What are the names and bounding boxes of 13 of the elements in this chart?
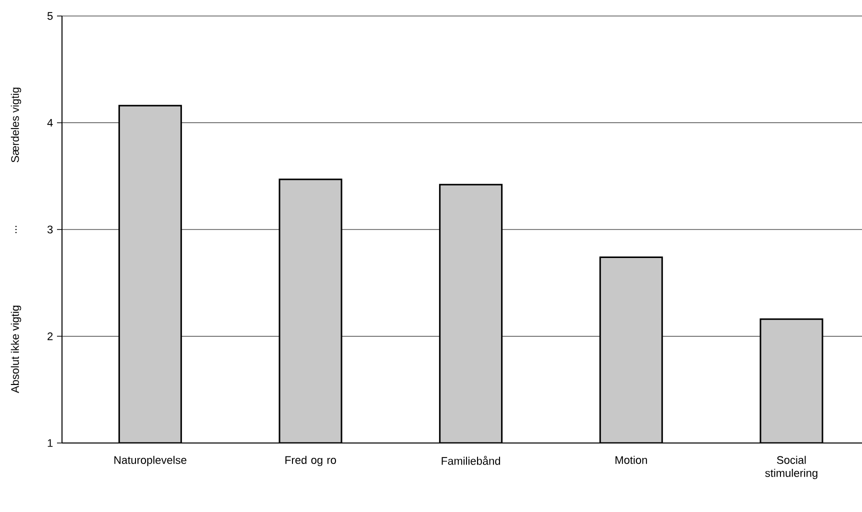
x-tick-label: Social stimulering [765, 456, 818, 480]
y-tick-label: 5 [47, 12, 53, 20]
y-tick-label: 4 [47, 118, 53, 127]
x-tick-label: Naturoplevelse [114, 456, 186, 466]
y-tick-label: 1 [48, 439, 53, 447]
y-tick-label: 2 [48, 332, 53, 340]
y-tick-label: 3 [47, 226, 53, 234]
text: Særdeles vigtig [10, 88, 22, 162]
x-tick-label: Motion [616, 456, 647, 464]
x-tick-label: Familiebånd [442, 456, 500, 465]
text: ... [15, 226, 17, 234]
x-tick-label: Fred og ro [285, 456, 336, 466]
y-axis-title: Absolut ikke vigtig [10, 306, 22, 394]
